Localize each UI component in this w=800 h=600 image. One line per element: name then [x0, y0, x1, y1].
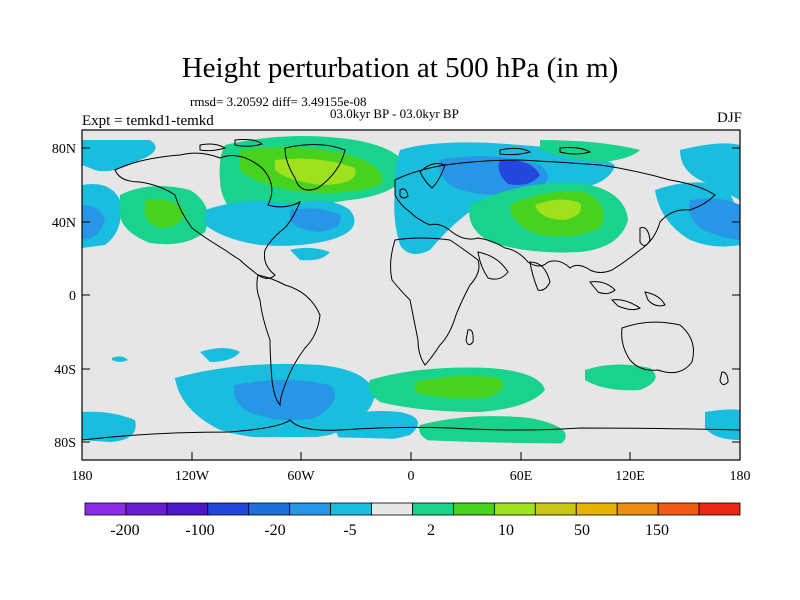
- lat-tick-marks: [82, 147, 740, 443]
- colorbar-label-5: 2: [427, 522, 435, 539]
- lon-labels: 180 120W 60W 0 60E 120E 180: [72, 469, 751, 484]
- colorbar-swatch: [371, 502, 413, 516]
- lon-tick-marks: [81, 452, 741, 460]
- lon-label-60w: 60W: [287, 469, 315, 484]
- colorbar-label-8: 150: [645, 522, 669, 539]
- colorbar-swatch: [657, 502, 700, 516]
- lat-label-80s: 80S: [54, 436, 76, 451]
- colorbar-swatch: [84, 502, 127, 516]
- lat-label-40s: 40S: [54, 363, 76, 378]
- stats-text: rmsd= 3.20592 diff= 3.49155e-08: [190, 94, 367, 109]
- lat-label-0: 0: [69, 289, 76, 304]
- colorbar-swatch: [207, 502, 250, 516]
- lon-label-180w: 180: [72, 469, 93, 484]
- colorbar-label-1: -200: [110, 522, 139, 539]
- colorbar-swatch: [575, 502, 618, 516]
- lon-label-120w: 120W: [175, 469, 210, 484]
- coastlines: [82, 139, 740, 441]
- colorbar-swatch: [412, 502, 454, 516]
- lon-label-60e: 60E: [510, 469, 533, 484]
- lat-labels: 80N 40N 0 40S 80S: [52, 142, 76, 451]
- colorbar: [84, 502, 741, 516]
- colorbar-swatch: [616, 502, 659, 516]
- lon-label-0: 0: [408, 469, 415, 484]
- colorbar-swatch: [125, 502, 168, 516]
- figure-title: Height perturbation at 500 hPa (in m): [181, 52, 619, 84]
- colorbar-label-7: 50: [574, 522, 590, 539]
- colorbar-swatch: [493, 502, 536, 516]
- lat-label-40n: 40N: [52, 216, 76, 231]
- colorbar-swatch: [289, 502, 332, 516]
- colorbar-swatch: [330, 502, 372, 516]
- season-label: DJF: [716, 110, 742, 126]
- colorbar-swatch: [698, 502, 741, 516]
- experiment-label: Expt = temkd1-temkd: [82, 113, 214, 129]
- colorbar-swatch: [248, 502, 291, 516]
- lon-label-120e: 120E: [615, 469, 645, 484]
- contour-fields: [82, 136, 740, 460]
- lat-label-80n: 80N: [52, 142, 76, 157]
- colorbar-label-3: -20: [264, 522, 285, 539]
- colorbar-swatch: [453, 502, 495, 516]
- colorbar-label-2: -100: [185, 522, 214, 539]
- colorbar-swatch: [534, 502, 577, 516]
- lon-label-180e: 180: [730, 469, 751, 484]
- period-text: 03.0kyr BP - 03.0kyr BP: [330, 106, 459, 121]
- colorbar-labels: -200 -100 -20 -5 2 10 50 150: [110, 522, 669, 539]
- colorbar-swatch: [166, 502, 209, 516]
- colorbar-label-4: -5: [343, 522, 356, 539]
- colorbar-label-6: 10: [498, 522, 514, 539]
